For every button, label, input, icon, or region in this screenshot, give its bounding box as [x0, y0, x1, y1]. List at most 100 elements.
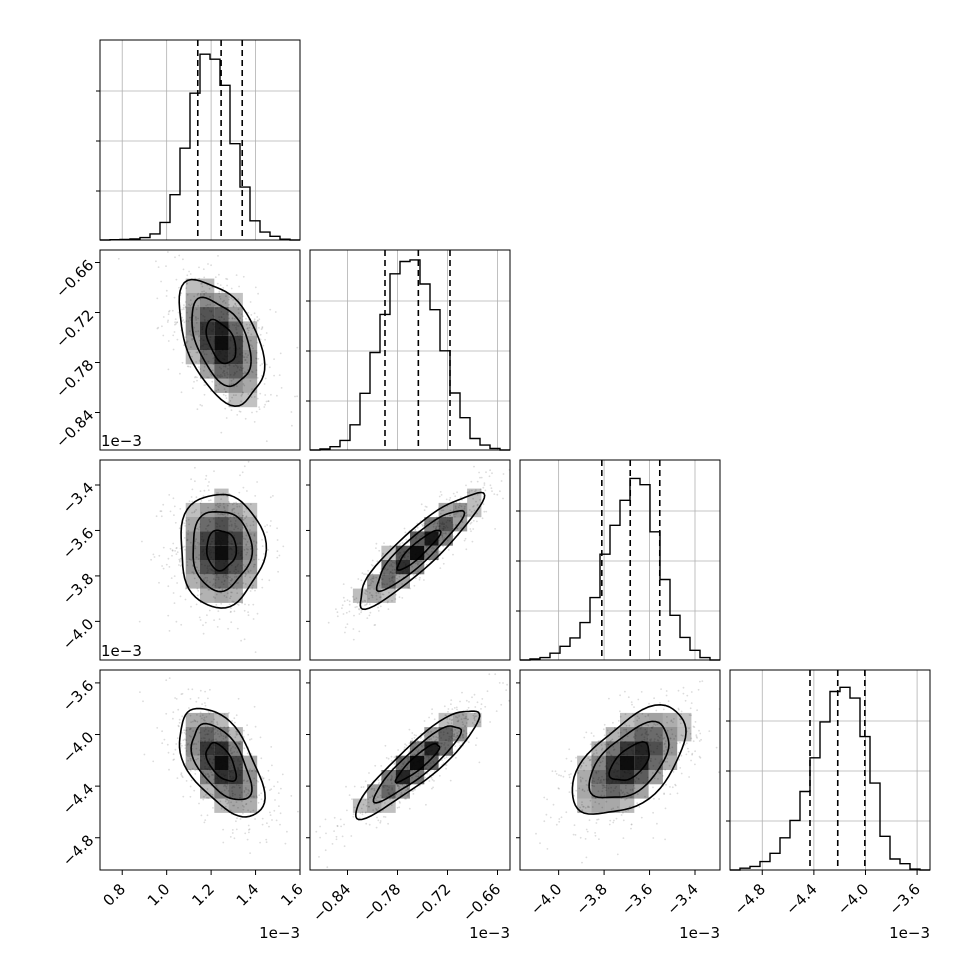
sample-point [255, 357, 257, 360]
sample-point [261, 776, 263, 778]
sample-point [203, 716, 206, 719]
sample-point [248, 828, 251, 831]
x-tick-label: 1.0 [144, 880, 174, 910]
sample-point [459, 736, 462, 739]
sample-point [428, 738, 430, 741]
sample-point [220, 498, 223, 500]
sample-point [447, 722, 450, 725]
sample-point [219, 504, 221, 507]
sample-point [386, 601, 389, 604]
sample-point [173, 602, 176, 604]
sample-point [406, 788, 409, 791]
sample-point [213, 470, 215, 473]
sample-point [178, 718, 181, 721]
sample-point [247, 571, 250, 573]
sample-point [466, 514, 469, 516]
sample-point [196, 408, 199, 411]
sample-point [581, 789, 584, 792]
sample-point [579, 776, 582, 779]
density-cell [185, 292, 200, 308]
sample-point [653, 723, 656, 725]
sample-point [271, 764, 273, 767]
sample-point [198, 366, 200, 368]
sample-point [228, 729, 231, 731]
sample-point [465, 717, 467, 720]
sample-point [637, 698, 640, 701]
sample-point [692, 725, 695, 728]
sample-point [244, 359, 247, 361]
sample-point [597, 740, 600, 742]
sample-point [456, 732, 458, 734]
sample-point [195, 758, 198, 761]
sample-point [442, 532, 445, 535]
sample-point [204, 384, 207, 386]
sample-point [601, 760, 604, 763]
sample-point [181, 692, 184, 695]
sample-point [245, 573, 247, 576]
sample-point [470, 510, 473, 513]
sample-point [178, 560, 181, 563]
y-tick-label: −4.0 [59, 728, 97, 766]
sample-point [489, 484, 492, 487]
sample-point [588, 819, 591, 822]
sample-point [246, 356, 248, 359]
sample-point [645, 724, 647, 726]
sample-point [398, 800, 401, 803]
sample-point [456, 708, 458, 711]
sample-point [691, 752, 694, 755]
sample-point [473, 717, 476, 720]
sample-point [253, 768, 256, 771]
sample-point [278, 805, 280, 807]
sample-point [241, 393, 244, 396]
histogram-panel-1 [96, 39, 301, 241]
sample-point [201, 290, 204, 293]
sample-point [171, 549, 174, 552]
sample-point [230, 383, 233, 386]
sample-point [253, 784, 255, 786]
sample-point [157, 266, 160, 268]
sample-point [247, 809, 250, 812]
sample-point [514, 693, 516, 695]
sample-point [440, 494, 443, 496]
sample-point [227, 801, 230, 804]
sample-point [185, 587, 187, 590]
sample-point [195, 508, 198, 511]
sample-point [419, 576, 421, 579]
sample-point [551, 770, 554, 773]
sample-point [247, 824, 250, 827]
sample-point [443, 757, 446, 760]
density-cell [242, 798, 258, 813]
sample-point [369, 796, 371, 799]
sample-point [443, 705, 446, 708]
sample-point [184, 301, 187, 303]
sample-point [438, 550, 441, 553]
sample-point [158, 581, 160, 584]
sample-point [258, 794, 261, 797]
sample-point [294, 872, 296, 874]
sample-point [276, 556, 279, 559]
sample-point [225, 391, 227, 393]
sample-point [432, 736, 435, 738]
sample-point [242, 780, 245, 782]
sample-point [167, 614, 170, 617]
sample-point [251, 560, 253, 562]
sample-point [485, 510, 488, 513]
sample-point [414, 529, 417, 531]
x-tick-label: −4.8 [731, 880, 769, 918]
sample-point [676, 792, 679, 795]
sample-point [352, 638, 355, 641]
sample-point [367, 578, 370, 581]
sample-point [622, 811, 624, 814]
sample-point [394, 598, 397, 600]
sample-point [195, 743, 198, 745]
sample-point [442, 545, 445, 548]
sample-point [364, 780, 367, 783]
sample-point [193, 326, 196, 329]
sample-point [224, 302, 227, 304]
sample-point [242, 383, 245, 385]
sample-point [253, 534, 256, 536]
sample-point [466, 709, 469, 711]
sample-point [244, 575, 247, 578]
density-cell [185, 531, 200, 546]
sample-point [177, 708, 180, 711]
